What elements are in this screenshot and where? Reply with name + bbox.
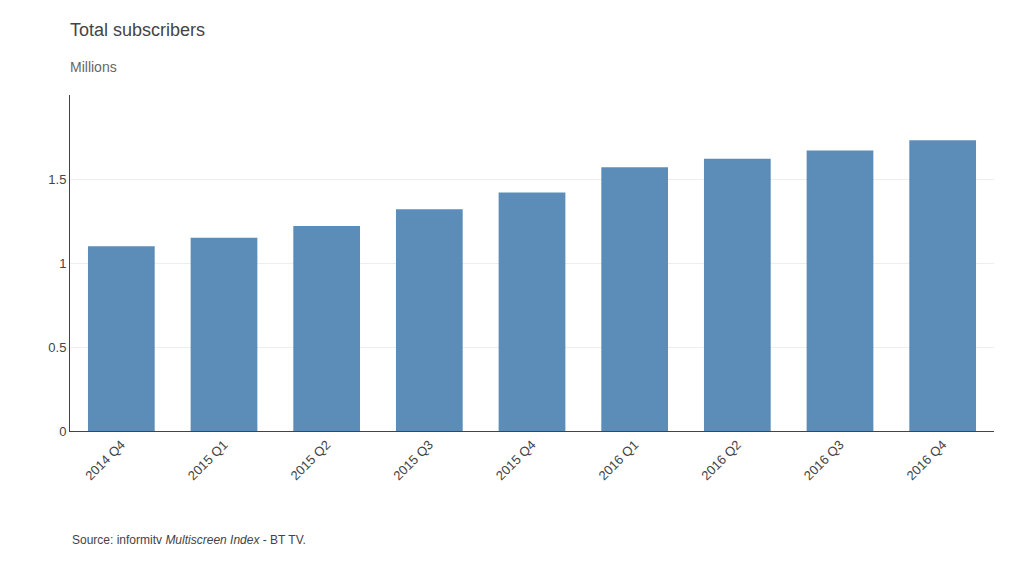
svg-text:2016 Q3: 2016 Q3 [801, 437, 847, 483]
svg-text:1.5: 1.5 [48, 172, 66, 187]
svg-text:2016 Q4: 2016 Q4 [904, 437, 950, 483]
svg-text:2015 Q2: 2015 Q2 [288, 437, 334, 483]
svg-text:2014 Q4: 2014 Q4 [82, 437, 128, 483]
svg-text:Millions: Millions [70, 59, 117, 75]
svg-text:Source: informitv Multiscreen: Source: informitv Multiscreen Index - BT… [72, 533, 306, 547]
svg-text:2015 Q3: 2015 Q3 [390, 437, 436, 483]
svg-text:2016 Q2: 2016 Q2 [698, 437, 744, 483]
svg-text:2015 Q1: 2015 Q1 [185, 437, 231, 483]
svg-text:0.5: 0.5 [48, 340, 66, 355]
svg-text:0: 0 [59, 424, 66, 439]
svg-text:Total subscribers: Total subscribers [70, 20, 205, 40]
svg-text:1: 1 [59, 256, 66, 271]
svg-text:2016 Q1: 2016 Q1 [596, 437, 642, 483]
svg-text:2015 Q4: 2015 Q4 [493, 437, 539, 483]
